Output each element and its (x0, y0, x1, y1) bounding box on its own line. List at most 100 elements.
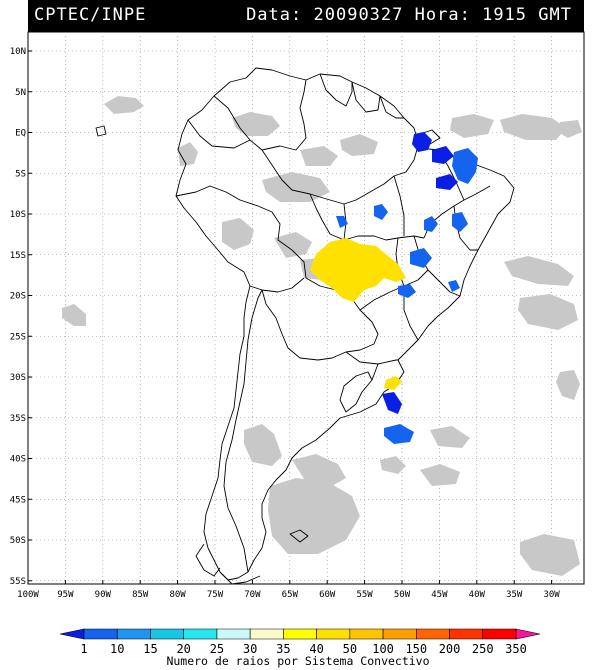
colorbar-title: Numero de raios por Sistema Convectivo (166, 654, 429, 668)
colorbar-segment (83, 628, 118, 640)
border (379, 95, 404, 119)
lon-label: 65W (282, 590, 299, 600)
lon-label: 60W (319, 590, 336, 600)
lat-label: 45S (10, 495, 26, 505)
colorbar (59, 628, 541, 640)
system-yellow (384, 376, 402, 390)
colorbar-segment (283, 628, 317, 640)
cloud-patch (232, 112, 280, 136)
colorbar-label: 25 (210, 642, 224, 656)
system-blue (374, 204, 388, 220)
lon-label: 35W (506, 590, 523, 600)
lat-label: 55S (10, 577, 26, 587)
colorbar-label: 10 (110, 642, 124, 656)
border (393, 175, 405, 236)
colorbar-label: 35 (276, 642, 290, 656)
lon-label: 70W (244, 590, 261, 600)
border (291, 249, 379, 353)
system-blue (424, 216, 438, 232)
colorbar-labels: 1 10 15 20 25 30 35 40 50 100 150 200 250 350 (80, 642, 526, 656)
timezone: GMT (538, 5, 572, 25)
cloud-patch (430, 426, 470, 448)
system-blue (448, 280, 460, 292)
cloud-patch (300, 146, 338, 166)
island (195, 543, 221, 577)
colorbar-segment (482, 628, 517, 640)
colorbar-segment (216, 628, 251, 640)
lat-label: 10N (10, 47, 26, 57)
cloud-patch (380, 456, 406, 474)
cloud-patch (504, 256, 574, 286)
lat-label: 10S (10, 210, 26, 220)
border (175, 185, 293, 251)
time-value: 1915 (482, 5, 528, 25)
lon-label: 95W (57, 590, 74, 600)
lat-label: 40S (10, 455, 26, 465)
convective-systems (310, 132, 478, 444)
colorbar-segment (116, 628, 151, 640)
lat-label: 35S (10, 414, 26, 424)
border (261, 145, 419, 205)
lon-label: 40W (469, 590, 486, 600)
header-datetime: Data: 20090327 Hora: 1915 GMT (246, 5, 572, 25)
colorbar-segment (416, 628, 450, 640)
cloud-patch (178, 142, 198, 166)
border (213, 79, 307, 151)
colorbar-label: 1 (80, 642, 87, 656)
cloud-patch (558, 120, 582, 138)
lon-label: 80W (169, 590, 186, 600)
lon-label: 55W (356, 590, 373, 600)
lon-label: 75W (207, 590, 224, 600)
colorbar-segment (382, 628, 417, 640)
colorbar-segment (515, 628, 541, 640)
longitude-labels: 100W 95W 90W 85W 80W 75W 70W 65W 60W 55W 50W 45W 40W… (17, 580, 560, 600)
lat-label: 20S (10, 292, 26, 302)
border (223, 289, 263, 573)
cloud-patch (274, 232, 312, 258)
system-blue (398, 284, 416, 298)
colorbar-label: 100 (372, 642, 394, 656)
cloud-patch (556, 370, 580, 400)
lat-label: 25S (10, 332, 26, 342)
cloud-patch (450, 114, 494, 138)
island (219, 571, 261, 585)
colorbar-label: 350 (505, 642, 527, 656)
latitude-labels: 10N 5N EQ 5S 10S 15S 20S 25S 30S 35S 40S 45S 50S 55S (10, 47, 32, 587)
colorbar-segment (150, 628, 184, 640)
cloud-patch (500, 114, 566, 140)
colorbar-segment (59, 628, 85, 640)
lon-label: 45W (431, 590, 448, 600)
border (359, 269, 429, 311)
lon-label: 50W (394, 590, 411, 600)
border (261, 289, 347, 361)
system-blue (336, 216, 348, 228)
colorbar-label: 250 (472, 642, 494, 656)
colorbar-label: 200 (439, 642, 461, 656)
border (345, 363, 379, 413)
lat-label: 5N (15, 88, 26, 98)
lat-label: EQ (15, 129, 26, 139)
lat-label: 30S (10, 373, 26, 383)
system-blue (382, 392, 402, 414)
cloud-patch (62, 304, 86, 326)
border (319, 73, 353, 107)
system-blue (432, 146, 454, 164)
political-borders (95, 67, 515, 585)
colorbar-segment (349, 628, 384, 640)
system-blue (436, 174, 458, 190)
system-blue (412, 132, 432, 152)
colorbar-label: 20 (176, 642, 190, 656)
lon-label: 85W (132, 590, 149, 600)
lon-label: 90W (95, 590, 112, 600)
cloud-patch (104, 96, 144, 114)
border (309, 193, 425, 241)
system-yellow (310, 238, 406, 302)
system-blue (384, 424, 414, 444)
border (339, 371, 373, 413)
colorbar-segment (249, 628, 284, 640)
cloud-cover (62, 96, 582, 576)
south-america-coastline (175, 67, 515, 581)
colorbar-segment (183, 628, 218, 640)
lat-label: 50S (10, 536, 26, 546)
cloud-patch (244, 424, 282, 466)
